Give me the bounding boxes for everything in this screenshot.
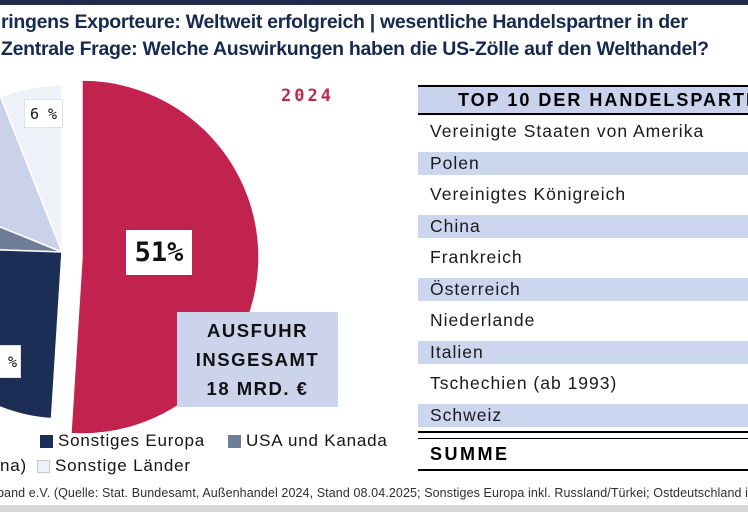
legend-swatch-usa-kanada [228,434,241,448]
legend-label: Sonstige Länder [55,456,191,475]
top-window-strip [0,0,748,5]
page-title-line2: Zentrale Frage: Welche Auswirkungen habe… [1,38,709,60]
table-sum-row: SUMME [430,443,510,464]
table-double-rule [418,431,748,439]
legend-label: Sonstiges Europa [58,431,205,450]
pie-slice-sonstiges-europa [0,249,63,420]
year-label: 2024 [281,86,334,106]
legend-item-sonstiges-europa: Sonstiges Europa [40,431,205,451]
legend-clipped-fragment: na) [0,456,27,475]
export-pie-chart [0,79,260,435]
source-footnote: band e.V. (Quelle: Stat. Bundesamt, Auße… [0,486,748,500]
legend-swatch-sonstige-laender [37,459,50,473]
bottom-window-strip [0,505,748,512]
total-export-line2: INSGESAMT [195,349,320,370]
total-export-line3: 18 MRD. € [206,378,309,399]
table-row: Tschechien (ab 1993) [430,373,618,394]
table-header: TOP 10 DER HANDELSPARTNER [418,85,748,115]
pie-label-6pct: 6 % [24,99,63,128]
table-row: China [418,211,748,243]
table-row: Vereinigte Staaten von Amerika [430,121,705,142]
legend-swatch-sonstiges-europa [40,434,53,448]
total-export-line1: AUSFUHR [207,320,308,341]
trade-partners-table: TOP 10 DER HANDELSPARTNER Vereinigte Sta… [418,85,748,471]
legend-item-usa-kanada: USA und Kanada [228,431,388,451]
pie-slice-periwinkle [0,95,63,253]
total-export-callout: AUSFUHR INSGESAMT 18 MRD. € [177,312,338,407]
table-row: Vereinigtes Königreich [430,184,627,205]
pie-label-51pct: 51% [126,230,192,275]
table-row: Polen [418,148,748,180]
pie-label-clipped-pct: % [0,345,21,378]
table-row: Niederlande [430,310,536,331]
table-row: Frankreich [430,247,523,268]
table-row: Österreich [418,274,748,306]
page-title: ringens Exporteure: Weltweit erfolgreich… [1,9,748,63]
table-row: Italien [418,337,748,369]
legend-label: USA und Kanada [246,431,388,450]
legend-item-sonstige-laender: Sonstige Länder [37,456,191,476]
pie-slice-usa-kanada [0,226,63,253]
page-title-line1: ringens Exporteure: Weltweit erfolgreich… [1,11,688,33]
table-end-rule [418,469,748,471]
table-row: Schweiz [418,400,748,432]
table-body: Vereinigte Staaten von Amerika Polen Ver… [418,116,748,431]
